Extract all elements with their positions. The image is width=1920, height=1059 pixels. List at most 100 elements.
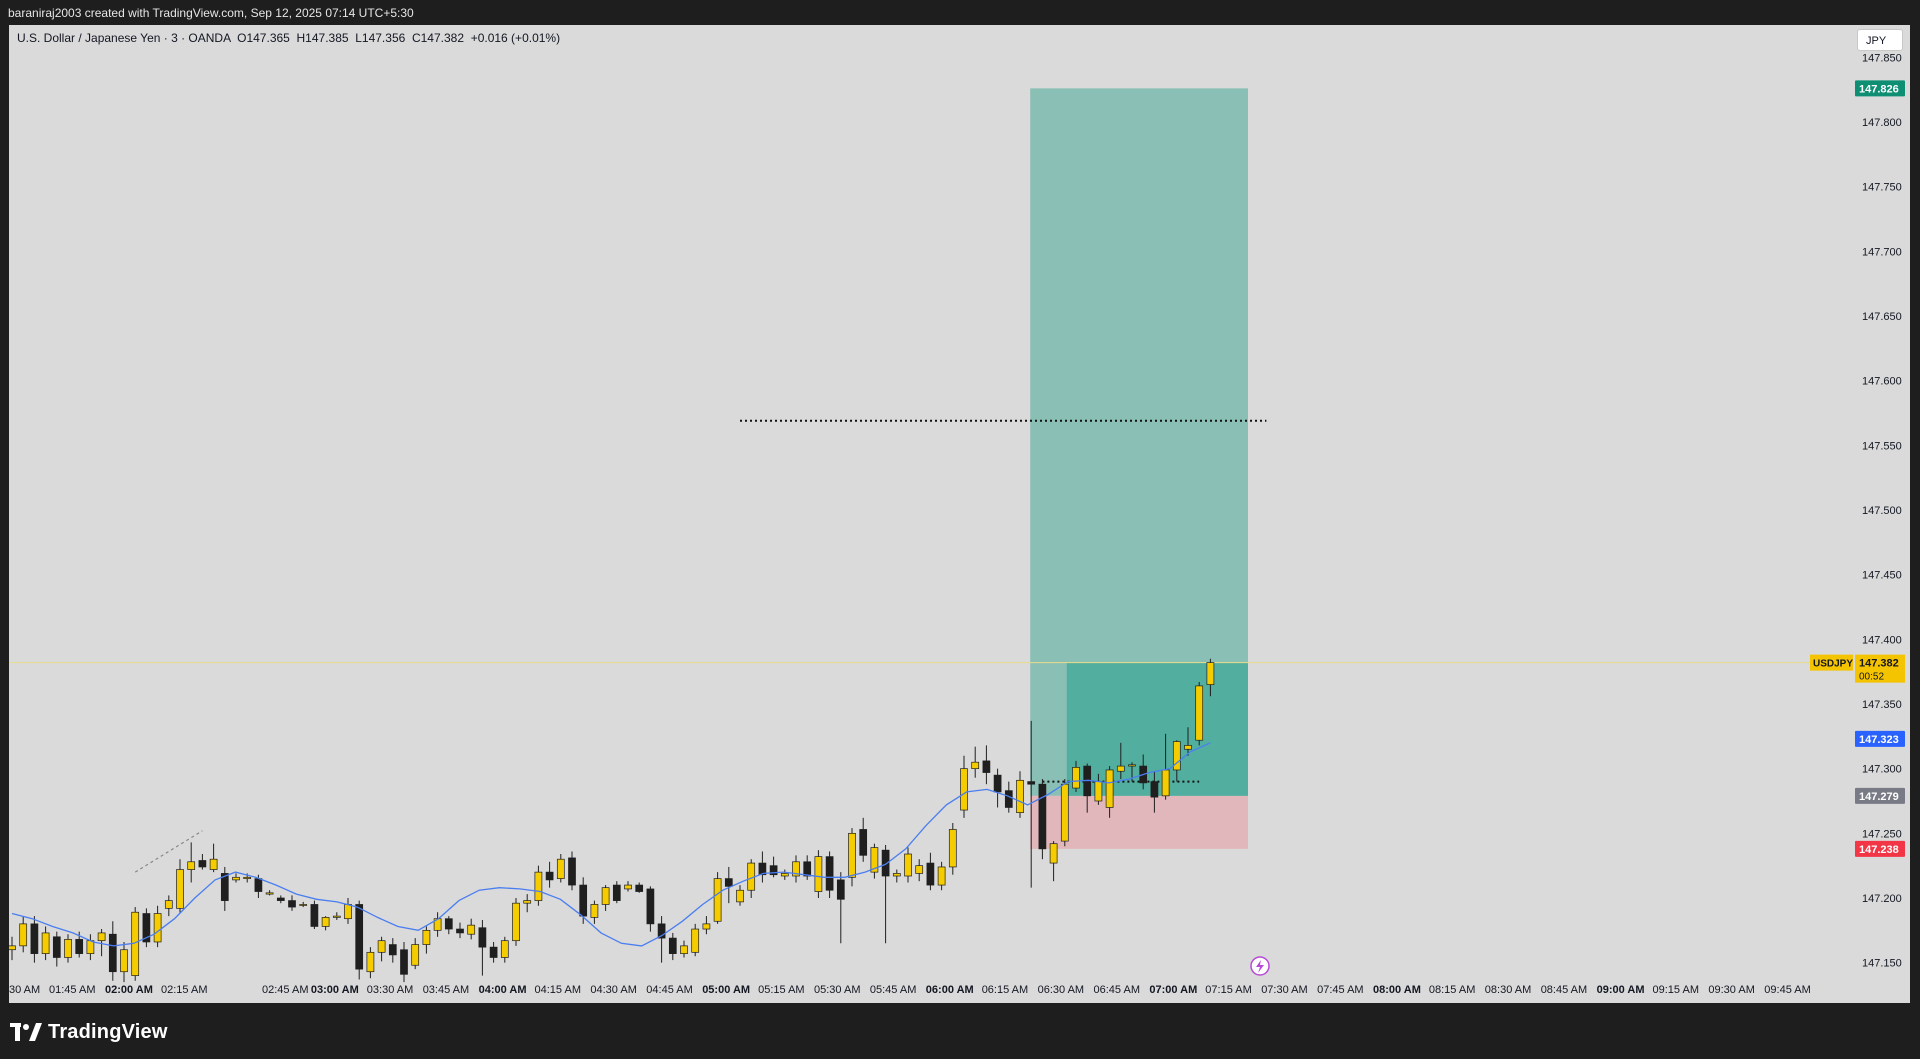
candle (86, 934, 95, 961)
candle (1206, 658, 1215, 697)
candle-body (904, 853, 912, 877)
candle (422, 926, 431, 954)
candle (803, 855, 812, 880)
candle (433, 912, 442, 937)
candle (310, 900, 319, 930)
candle (400, 941, 408, 983)
x-tick-label: 08:30 AM (1485, 984, 1531, 996)
x-tick-label: 07:45 AM (1317, 984, 1363, 996)
candle (926, 852, 935, 891)
candle-body (52, 936, 61, 958)
y-tick-label: 147.150 (1862, 958, 1902, 970)
x-tick-label: 08:15 AM (1429, 984, 1475, 996)
tradingview-brand[interactable]: TradingView (10, 1021, 168, 1043)
candle (220, 866, 229, 911)
x-tick-label: 01:45 AM (49, 984, 95, 996)
x-tick-label: 02:45 AM (262, 984, 308, 996)
candle (848, 828, 856, 887)
x-tick-label: 09:00 AM (1597, 984, 1645, 996)
candle-body (187, 861, 196, 870)
chart-pane[interactable]: 147.850 147.800 147.750 147.700 147.650 147.6… (9, 25, 1910, 1003)
candle-body (9, 945, 16, 951)
mid-price-label-bg (1855, 787, 1905, 804)
candle-body (1206, 662, 1215, 685)
y-tick-label: 147.300 (1862, 764, 1902, 776)
candle (1072, 760, 1080, 792)
x-tick-label: 09:45 AM (1764, 984, 1810, 996)
y-tick-label: 147.850 (1862, 52, 1902, 64)
moving-average-line (11, 742, 1211, 947)
candle (478, 919, 487, 976)
candle-body (612, 884, 621, 901)
candle-body (1172, 741, 1181, 771)
candle (870, 843, 879, 879)
x-tick-label: 06:00 AM (926, 984, 974, 996)
candle (904, 847, 912, 883)
candle (1049, 841, 1058, 882)
candle (982, 745, 991, 785)
candle-body (736, 889, 744, 903)
candle-body (948, 829, 957, 868)
symbol-label: USDJPY (1813, 659, 1853, 670)
candle (176, 859, 184, 914)
y-tick-label: 147.450 (1862, 570, 1902, 582)
legend-open: O147.365 (237, 31, 290, 45)
candlestick-chart[interactable]: 147.850 147.800 147.750 147.700 147.650 147.6… (9, 25, 1910, 1003)
candle (411, 938, 420, 970)
target-price-label: 147.826 (1859, 83, 1899, 95)
x-tick-label: 05:15 AM (758, 984, 804, 996)
countdown-label: 00:52 (1859, 672, 1884, 683)
x-tick-label: 08:00 AM (1373, 984, 1421, 996)
candle-body (635, 884, 644, 892)
candle-body (400, 949, 408, 975)
currency-button[interactable]: JPY (1857, 29, 1903, 51)
candle-body (960, 768, 968, 811)
candle-body (814, 856, 823, 892)
candle (1116, 742, 1125, 780)
candle (680, 940, 688, 958)
candle-body (288, 900, 296, 908)
y-tick-label: 147.750 (1862, 182, 1902, 194)
y-tick-label: 147.650 (1862, 311, 1902, 323)
candle-body (556, 858, 565, 879)
candle-body (881, 849, 890, 877)
candle-body (624, 884, 632, 890)
candle (724, 866, 733, 904)
candle (1195, 682, 1204, 746)
candle-body (254, 878, 263, 892)
candle (41, 926, 50, 961)
candle (937, 861, 946, 891)
candle (388, 938, 397, 963)
candle (19, 916, 28, 953)
lightning-icon-bolt (1256, 960, 1264, 973)
candle-body (388, 944, 397, 956)
candle (209, 843, 218, 873)
candle (1038, 779, 1047, 860)
candle-body (176, 869, 184, 909)
attribution-text: baraniraj2003 created with TradingView.c… (8, 6, 414, 20)
candle-body (545, 871, 554, 881)
candle (702, 916, 711, 935)
candle-body (646, 888, 655, 925)
candle-body (702, 923, 711, 930)
candle-body (691, 928, 700, 953)
candle (187, 842, 196, 883)
candle-body (993, 774, 1002, 793)
candle-body (836, 879, 845, 900)
candle-body (534, 871, 543, 901)
candle (960, 755, 968, 818)
x-tick-label: 06:45 AM (1094, 984, 1140, 996)
x-tick-label: 09:15 AM (1653, 984, 1699, 996)
candle (769, 856, 778, 878)
candle (377, 936, 386, 962)
candle (601, 885, 610, 911)
candle (713, 872, 722, 924)
candle-body (1128, 764, 1136, 767)
y-tick-label: 147.550 (1862, 440, 1902, 452)
x-tick-label: 02:15 AM (161, 984, 207, 996)
candle (881, 844, 890, 944)
trendline (134, 830, 203, 873)
x-tick-label: 30 AM (9, 984, 40, 996)
candle (9, 936, 16, 961)
candle (332, 912, 341, 920)
